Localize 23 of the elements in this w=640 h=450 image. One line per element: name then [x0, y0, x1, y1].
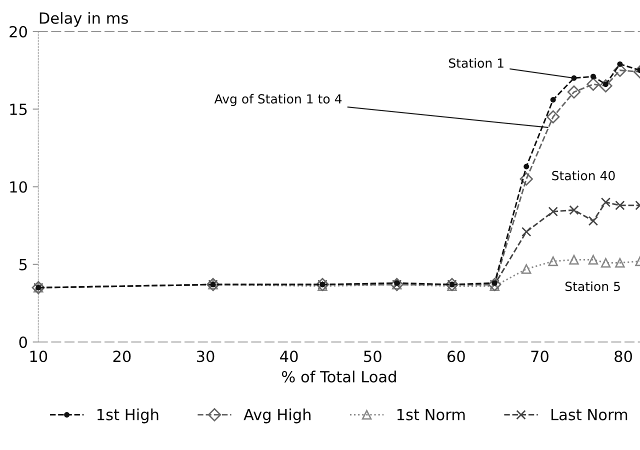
y-tick-label: 5	[19, 259, 27, 270]
y-tick-label: 10	[10, 181, 27, 193]
annotation: Station 40	[552, 170, 615, 180]
x-axis-title: % of Total Load	[282, 370, 396, 382]
x-tick-label: 40	[280, 350, 298, 362]
annotation: Avg of Station 1 to 4	[214, 94, 342, 106]
annotation: Station 1	[449, 58, 504, 68]
legend-label: 1st Norm	[397, 409, 465, 420]
y-tick-label: 20	[10, 26, 27, 38]
legend-label: Avg High	[244, 408, 310, 424]
x-tick-label: 70	[531, 350, 548, 362]
y-axis-title: Delay in ms	[40, 12, 128, 27]
y-tick-label: 15	[10, 104, 27, 116]
x-tick-label: 80	[614, 350, 632, 362]
legend-label: 1st High	[98, 408, 158, 424]
y-tick-label: 0	[19, 336, 27, 348]
x-tick-label: 10	[30, 350, 48, 362]
x-tick-label: 30	[196, 350, 214, 362]
x-tick-label: 60	[448, 350, 465, 362]
x-tick-label: 20	[113, 350, 131, 362]
legend-label: Last Norm	[552, 409, 628, 420]
annotation: Station 5	[565, 281, 620, 292]
x-tick-label: 50	[364, 350, 382, 362]
